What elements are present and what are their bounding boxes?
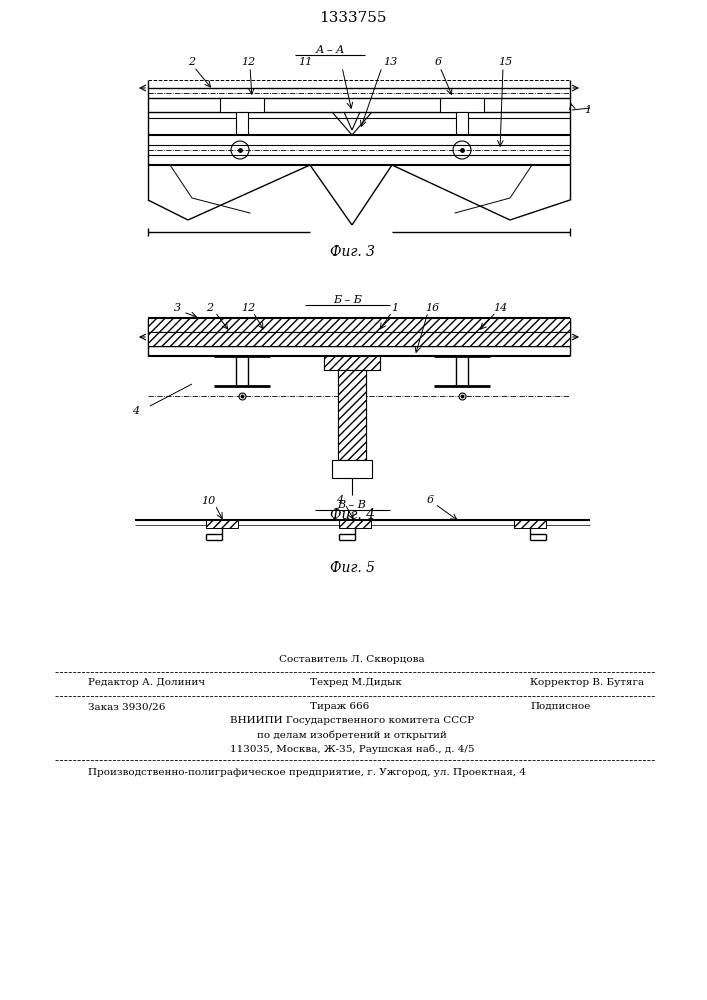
Bar [148, 318, 570, 332]
Bar [339, 520, 371, 528]
Text: 2: 2 [189, 57, 196, 67]
Text: 12: 12 [241, 57, 255, 67]
Bar [440, 98, 484, 112]
Text: Тираж 666: Тираж 666 [310, 702, 369, 711]
Text: Корректор В. Бутяга: Корректор В. Бутяга [530, 678, 644, 687]
Text: 13: 13 [383, 57, 397, 67]
Text: Техред М.Дидык: Техред М.Дидык [310, 678, 402, 687]
Text: 4: 4 [337, 495, 344, 505]
Text: Заказ 3930/26: Заказ 3930/26 [88, 702, 165, 711]
Text: 15: 15 [498, 57, 512, 67]
Text: 1: 1 [585, 105, 592, 115]
Bar [332, 460, 372, 478]
Text: Составитель Л. Скворцова: Составитель Л. Скворцова [279, 655, 425, 664]
Text: 6: 6 [426, 495, 433, 505]
Text: 14: 14 [493, 303, 507, 313]
Bar [514, 520, 546, 528]
Text: Фиг. 3: Фиг. 3 [329, 245, 375, 259]
Text: 1333755: 1333755 [320, 11, 387, 25]
Text: 2: 2 [206, 303, 214, 313]
Text: Производственно-полиграфическое предприятие, г. Ужгород, ул. Проектная, 4: Производственно-полиграфическое предприя… [88, 768, 526, 777]
Text: В – В: В – В [337, 500, 366, 510]
Bar [236, 112, 248, 134]
Bar [338, 370, 366, 460]
Text: 11: 11 [298, 57, 312, 67]
Text: Редактор А. Долинич: Редактор А. Долинич [88, 678, 205, 687]
Text: 1: 1 [392, 303, 399, 313]
Bar [324, 356, 380, 370]
Text: 10: 10 [201, 496, 215, 506]
Text: Подписное: Подписное [530, 702, 590, 711]
Text: Фиг. 5: Фиг. 5 [329, 561, 375, 575]
Text: 16: 16 [425, 303, 439, 313]
Text: 12: 12 [241, 303, 255, 313]
Text: по делам изобретений и открытий: по делам изобретений и открытий [257, 730, 447, 740]
Text: А – А: А – А [315, 45, 345, 55]
Text: 4: 4 [132, 406, 139, 416]
Bar [220, 98, 264, 112]
Text: 3: 3 [173, 303, 180, 313]
Text: ВНИИПИ Государственного комитета СССР: ВНИИПИ Государственного комитета СССР [230, 716, 474, 725]
Text: Б – Б: Б – Б [334, 295, 363, 305]
Text: 6: 6 [434, 57, 442, 67]
Bar [206, 520, 238, 528]
Text: Фиг. 4: Фиг. 4 [329, 508, 375, 522]
Text: 113035, Москва, Ж-35, Раушская наб., д. 4/5: 113035, Москва, Ж-35, Раушская наб., д. … [230, 744, 474, 754]
Bar [148, 332, 570, 346]
Bar [456, 112, 468, 134]
